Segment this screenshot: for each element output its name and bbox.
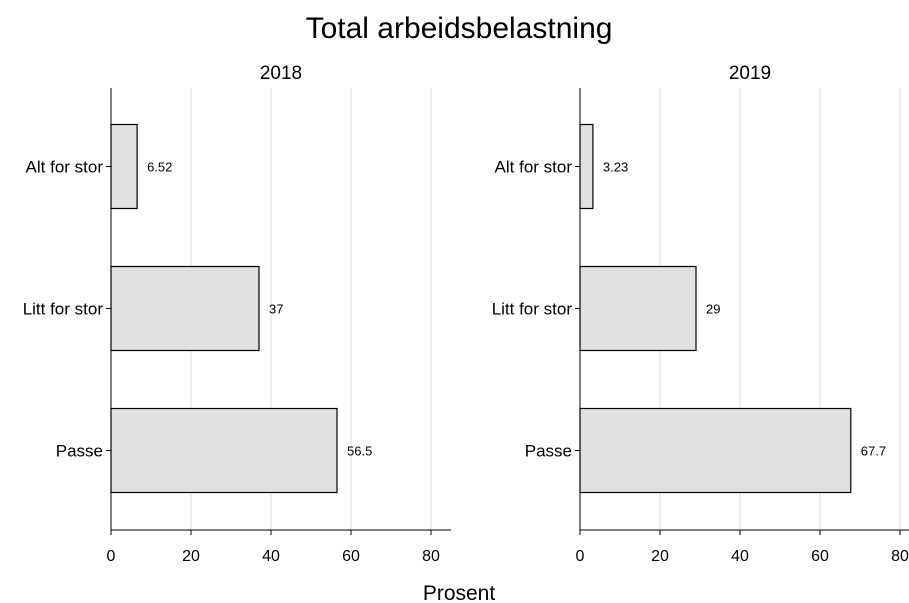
x-tick-label: 0 — [107, 548, 116, 565]
category-label: Passe — [56, 442, 103, 461]
x-tick-label: 80 — [891, 548, 909, 565]
chart-panels: 2018 0 20 40 60 80 Alt for stor 6.52 Litt for st… — [23, 63, 909, 565]
bar — [110, 123, 138, 210]
panel-title: 2019 — [729, 63, 771, 84]
x-tick-label: 40 — [731, 548, 749, 565]
chart-title: Total arbeidsbelastning — [306, 12, 613, 45]
bar — [579, 123, 594, 210]
category-label: Litt for stor — [492, 300, 573, 319]
x-tick-label: 0 — [576, 548, 585, 565]
bar — [579, 265, 697, 352]
x-tick-label: 20 — [651, 548, 669, 565]
x-axis-label: Prosent — [423, 582, 496, 603]
bar — [110, 407, 338, 494]
category-label: Passe — [525, 442, 572, 461]
bar — [579, 407, 852, 494]
bar — [110, 265, 260, 352]
data-label: 29 — [706, 302, 720, 317]
x-tick-label: 60 — [342, 548, 360, 565]
panel-title: 2018 — [260, 63, 302, 84]
data-label: 3.23 — [603, 160, 628, 175]
x-tick-label: 40 — [262, 548, 280, 565]
category-label: Alt for stor — [26, 158, 104, 177]
data-label: 56.5 — [347, 444, 372, 459]
panel-2018: 2018 0 20 40 60 80 Alt for stor 6.52 Litt for st… — [23, 63, 451, 565]
data-label: 67.7 — [861, 444, 886, 459]
x-tick-label: 80 — [422, 548, 440, 565]
data-label: 37 — [269, 302, 283, 317]
data-label: 6.52 — [147, 160, 172, 175]
panel-2019: 2019 0 20 40 60 80 Alt for stor 3.23 Litt for st… — [492, 63, 909, 565]
category-label: Litt for stor — [23, 300, 104, 319]
x-tick-label: 20 — [182, 548, 200, 565]
category-label: Alt for stor — [495, 158, 573, 177]
x-tick-label: 60 — [811, 548, 829, 565]
